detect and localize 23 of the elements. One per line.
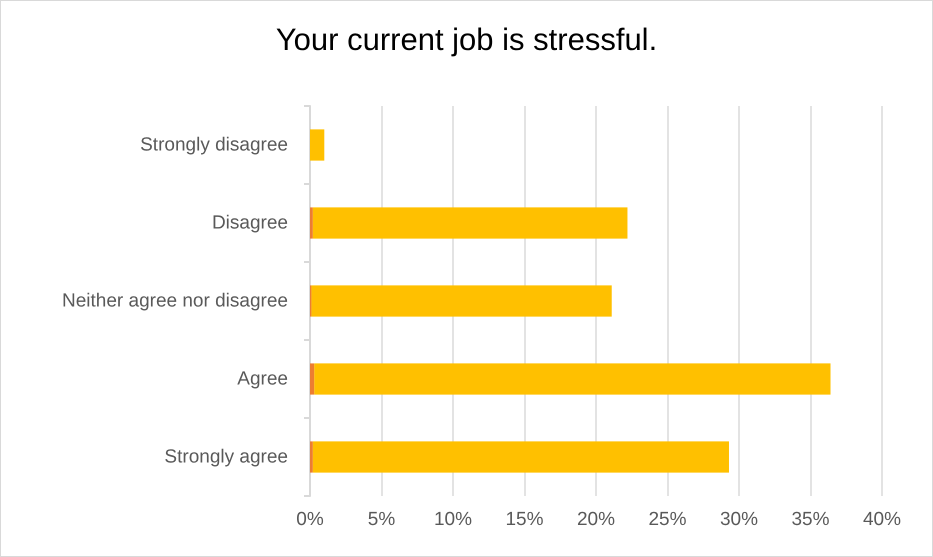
- y-tick-label: Strongly disagree: [140, 134, 288, 156]
- bar: [312, 207, 628, 239]
- x-tick-label: 0%: [296, 509, 324, 530]
- x-tick-label: 40%: [862, 509, 902, 530]
- bar: [310, 129, 324, 161]
- y-tick-label: Strongly agree: [164, 446, 288, 468]
- x-tick-label: 10%: [434, 509, 472, 530]
- x-tick-label: 5%: [368, 509, 396, 530]
- bar: [312, 441, 729, 473]
- y-tick-label: Neither agree nor disagree: [62, 290, 288, 312]
- bar: [314, 363, 831, 395]
- bar: [310, 207, 313, 239]
- x-tick-label: 25%: [648, 509, 687, 530]
- chart-title: Your current job is stressful.: [276, 22, 658, 57]
- y-tick-label: Agree: [237, 368, 288, 390]
- x-tick-label: 35%: [791, 509, 830, 530]
- x-tick-label: 15%: [505, 509, 544, 530]
- x-tick-label: 20%: [576, 509, 616, 530]
- bar: [310, 441, 313, 473]
- y-tick-label: Disagree: [212, 212, 288, 234]
- bar: [311, 285, 612, 317]
- x-tick-label: 30%: [720, 509, 758, 530]
- bar: [310, 363, 314, 395]
